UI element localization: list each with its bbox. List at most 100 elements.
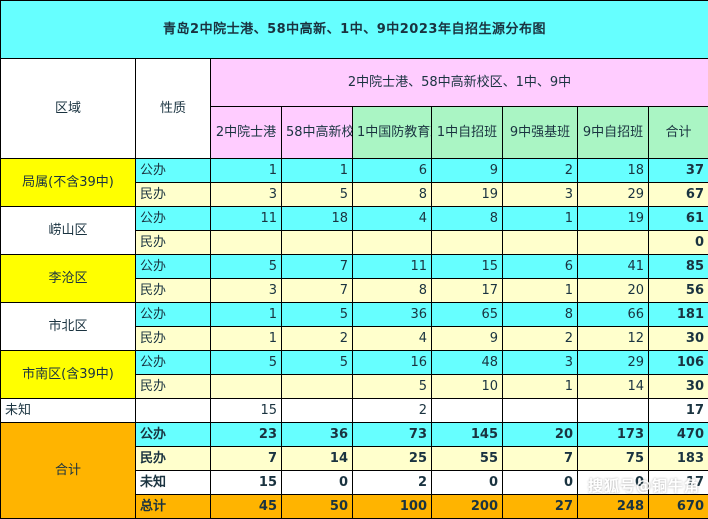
nature-label: 公办 xyxy=(136,159,211,183)
data-cell: 145 xyxy=(432,423,503,447)
data-cell: 2 xyxy=(503,327,578,351)
region-label: 市北区 xyxy=(1,303,136,351)
header-col-5: 9中强基班 xyxy=(503,107,578,159)
data-cell: 17 xyxy=(432,279,503,303)
data-cell xyxy=(353,231,432,255)
nature-label: 公办 xyxy=(136,423,211,447)
data-cell: 3 xyxy=(503,183,578,207)
data-cell: 15 xyxy=(211,399,282,423)
data-cell: 5 xyxy=(211,255,282,279)
data-cell: 0 xyxy=(578,471,649,495)
data-cell xyxy=(282,231,353,255)
data-cell: 11 xyxy=(353,255,432,279)
data-cell: 50 xyxy=(282,495,353,519)
data-cell: 45 xyxy=(211,495,282,519)
data-cell: 27 xyxy=(503,495,578,519)
nature-label: 公办 xyxy=(136,351,211,375)
data-cell: 29 xyxy=(578,351,649,375)
data-cell: 41 xyxy=(578,255,649,279)
data-cell xyxy=(432,399,503,423)
region-label: 崂山区 xyxy=(1,207,136,255)
data-cell: 19 xyxy=(432,183,503,207)
data-cell: 14 xyxy=(282,447,353,471)
header-col-1: 2中院士港 xyxy=(211,107,282,159)
header-col-3: 1中国防教育班 xyxy=(353,107,432,159)
data-cell: 0 xyxy=(432,471,503,495)
region-label: 合计 xyxy=(1,423,136,519)
data-cell: 5 xyxy=(211,351,282,375)
data-cell: 7 xyxy=(211,447,282,471)
data-cell: 4 xyxy=(353,327,432,351)
data-cell xyxy=(282,399,353,423)
row-total-cell: 30 xyxy=(649,375,708,399)
row-total-cell: 67 xyxy=(649,183,708,207)
data-cell: 173 xyxy=(578,423,649,447)
nature-label: 民办 xyxy=(136,279,211,303)
data-cell: 7 xyxy=(282,279,353,303)
data-cell: 5 xyxy=(353,375,432,399)
header-col-total: 合计 xyxy=(649,107,708,159)
data-cell xyxy=(503,231,578,255)
data-cell: 100 xyxy=(353,495,432,519)
nature-label: 民办 xyxy=(136,375,211,399)
nature-label: 公办 xyxy=(136,303,211,327)
data-cell: 75 xyxy=(578,447,649,471)
region-label: 局属(不含39中) xyxy=(1,159,136,207)
data-cell: 2 xyxy=(353,471,432,495)
row-total-cell: 181 xyxy=(649,303,708,327)
data-cell: 1 xyxy=(503,279,578,303)
header-nature: 性质 xyxy=(136,59,211,159)
data-cell: 15 xyxy=(211,471,282,495)
row-total-cell: 106 xyxy=(649,351,708,375)
data-cell xyxy=(578,399,649,423)
data-cell: 0 xyxy=(503,471,578,495)
data-cell: 1 xyxy=(503,375,578,399)
data-cell: 55 xyxy=(432,447,503,471)
data-cell: 6 xyxy=(353,159,432,183)
data-cell xyxy=(211,375,282,399)
data-cell: 11 xyxy=(211,207,282,231)
header-col-6: 9中自招班 xyxy=(578,107,649,159)
data-cell: 18 xyxy=(578,159,649,183)
row-total-cell: 470 xyxy=(649,423,708,447)
data-cell: 10 xyxy=(432,375,503,399)
data-cell: 3 xyxy=(211,279,282,303)
data-cell xyxy=(503,399,578,423)
data-cell: 65 xyxy=(432,303,503,327)
data-cell: 200 xyxy=(432,495,503,519)
data-cell: 36 xyxy=(282,423,353,447)
data-cell: 3 xyxy=(211,183,282,207)
data-cell: 7 xyxy=(503,447,578,471)
nature-label: 民办 xyxy=(136,231,211,255)
data-cell: 7 xyxy=(282,255,353,279)
data-cell: 1 xyxy=(282,159,353,183)
row-total-cell: 670 xyxy=(649,495,708,519)
data-cell: 15 xyxy=(432,255,503,279)
data-cell: 5 xyxy=(282,183,353,207)
row-total-cell: 56 xyxy=(649,279,708,303)
data-cell: 1 xyxy=(211,327,282,351)
data-cell xyxy=(282,375,353,399)
data-cell: 1 xyxy=(211,159,282,183)
row-total-cell: 183 xyxy=(649,447,708,471)
nature-label xyxy=(136,399,211,423)
data-cell: 8 xyxy=(432,207,503,231)
data-cell: 23 xyxy=(211,423,282,447)
row-total-cell: 30 xyxy=(649,327,708,351)
region-label: 未知 xyxy=(1,399,136,423)
nature-label: 公办 xyxy=(136,255,211,279)
nature-label: 公办 xyxy=(136,207,211,231)
header-region: 区域 xyxy=(1,59,136,159)
data-cell: 248 xyxy=(578,495,649,519)
data-cell: 36 xyxy=(353,303,432,327)
data-cell: 2 xyxy=(353,399,432,423)
data-cell: 4 xyxy=(353,207,432,231)
